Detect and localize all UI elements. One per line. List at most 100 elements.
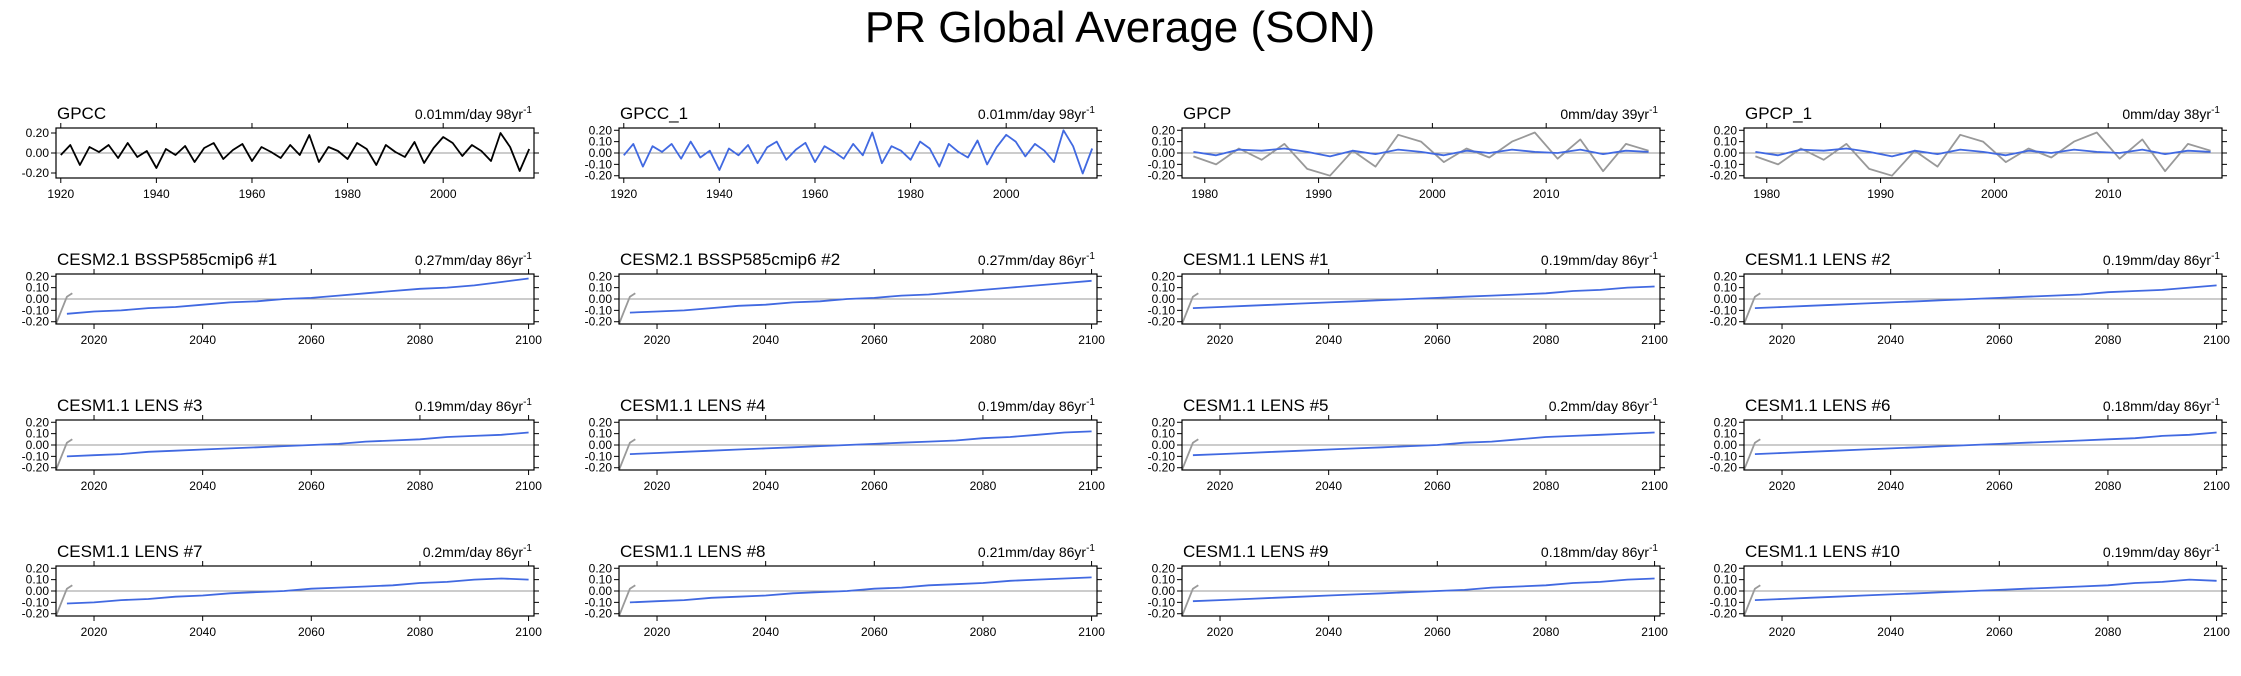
x-tick-label: 2100 (2203, 625, 2230, 639)
panel-trend: 0.19mm/day 86yr-1 (415, 397, 533, 414)
y-tick-label: 0.00 (1714, 584, 1738, 598)
y-tick-label: 0.00 (1152, 292, 1176, 306)
panel-title: GPCP_1 (1745, 104, 1812, 123)
y-tick-label: 0.10 (1152, 281, 1176, 295)
x-tick-label: 2060 (861, 479, 888, 493)
y-tick-label: 0.00 (1152, 438, 1176, 452)
series-line-gpcp (1193, 131, 1649, 177)
y-tick-label: 0.10 (1714, 427, 1738, 441)
y-tick-label: -0.10 (1148, 157, 1176, 171)
panel-title: CESM1.1 LENS #10 (1745, 542, 1900, 561)
y-tick-label: -0.10 (1710, 595, 1738, 609)
panel-lens_6: CESM1.1 LENS #6 0.18mm/day 86yr-1 -0.20-0.… (1710, 396, 2231, 493)
series-line-obs (55, 438, 73, 471)
series-line-model (1754, 284, 2217, 309)
panel-lens_2: CESM1.1 LENS #2 0.19mm/day 86yr-1 -0.20-0.… (1710, 250, 2231, 347)
x-tick-label: 2100 (515, 625, 542, 639)
x-tick-label: 2020 (1207, 479, 1234, 493)
y-tick-label: -0.20 (22, 166, 50, 180)
series-line-model (1754, 431, 2217, 455)
x-tick-label: 2060 (298, 333, 325, 347)
panel-lens_3: CESM1.1 LENS #3 0.19mm/day 86yr-1 -0.20-0.… (22, 396, 543, 493)
x-tick-label: 2020 (81, 333, 108, 347)
y-tick-label: 0.00 (589, 146, 613, 160)
series-line-ensemble (1755, 147, 2211, 158)
panel-lens_8: CESM1.1 LENS #8 0.21mm/day 86yr-1 -0.20-0.… (585, 542, 1106, 639)
y-tick-label: -0.10 (1148, 595, 1176, 609)
y-tick-label: -0.20 (1710, 607, 1738, 621)
panel-trend: 0.21mm/day 86yr-1 (978, 543, 1096, 560)
y-tick-label: -0.10 (1710, 303, 1738, 317)
series-line-gpcc (60, 132, 531, 172)
x-tick-label: 1960 (802, 187, 829, 201)
y-tick-label: 0.00 (589, 292, 613, 306)
y-tick-label: 0.10 (1714, 281, 1738, 295)
y-tick-label: 0.20 (26, 415, 50, 429)
x-tick-label: 2010 (2095, 187, 2122, 201)
y-tick-label: -0.20 (1148, 169, 1176, 183)
x-tick-label: 2010 (1533, 187, 1560, 201)
series-line-obs (1743, 292, 1761, 325)
panel-title: CESM1.1 LENS #5 (1183, 396, 1329, 415)
x-tick-label: 2020 (1769, 625, 1796, 639)
x-tick-label: 2100 (515, 333, 542, 347)
x-tick-label: 2000 (1981, 187, 2008, 201)
y-tick-label: 0.00 (26, 584, 50, 598)
y-tick-label: 0.00 (589, 584, 613, 598)
y-tick-label: 0.00 (26, 292, 50, 306)
panel-trend: 0mm/day 39yr-1 (1560, 105, 1658, 122)
y-tick-label: 0.00 (26, 438, 50, 452)
x-tick-label: 1960 (239, 187, 266, 201)
x-tick-label: 1940 (143, 187, 170, 201)
x-tick-label: 2020 (644, 333, 671, 347)
panel-gpcp: GPCP 0mm/day 39yr-1 -0.20-0.100.000.100.20… (1148, 104, 1665, 201)
y-tick-label: -0.10 (22, 595, 50, 609)
figure-title: PR Global Average (SON) (865, 3, 1375, 52)
x-tick-label: 2020 (644, 625, 671, 639)
y-tick-label: -0.20 (585, 315, 613, 329)
x-tick-label: 1980 (1191, 187, 1218, 201)
series-line-ensemble (1193, 147, 1649, 158)
y-tick-label: 0.00 (26, 146, 50, 160)
x-tick-label: 1920 (610, 187, 637, 201)
series-line-model (1192, 431, 1655, 457)
x-tick-label: 2060 (861, 625, 888, 639)
panel-lens_1: CESM1.1 LENS #1 0.19mm/day 86yr-1 -0.20-0.… (1148, 250, 1669, 347)
panel-trend: 0.01mm/day 98yr-1 (415, 105, 533, 122)
x-tick-label: 2080 (1533, 479, 1560, 493)
series-line-model (66, 577, 529, 605)
y-tick-label: -0.20 (585, 607, 613, 621)
y-tick-label: -0.10 (585, 157, 613, 171)
x-tick-label: 1990 (1305, 187, 1332, 201)
panel-trend: 0.19mm/day 86yr-1 (1541, 251, 1659, 268)
panel-title: CESM1.1 LENS #3 (57, 396, 203, 415)
series-line-model (1754, 578, 2217, 601)
x-tick-label: 1990 (1867, 187, 1894, 201)
panel-trend: 0.27mm/day 86yr-1 (415, 251, 533, 268)
panel-title: GPCC_1 (620, 104, 688, 123)
x-tick-label: 2100 (2203, 333, 2230, 347)
x-tick-label: 2080 (407, 625, 434, 639)
series-line-obs (55, 292, 73, 325)
y-tick-label: 0.20 (26, 269, 50, 283)
y-tick-label: 0.10 (26, 281, 50, 295)
panel-trend: 0.19mm/day 86yr-1 (2103, 251, 2221, 268)
series-line-gpcp-1 (1755, 131, 2211, 177)
y-tick-label: 0.10 (589, 281, 613, 295)
y-tick-label: -0.20 (22, 607, 50, 621)
x-tick-label: 2100 (1641, 479, 1668, 493)
panel-trend: 0.18mm/day 86yr-1 (2103, 397, 2221, 414)
x-tick-label: 2060 (298, 479, 325, 493)
y-tick-label: 0.00 (1714, 146, 1738, 160)
panel-lens_5: CESM1.1 LENS #5 0.2mm/day 86yr-1 -0.20-0.1… (1148, 396, 1669, 493)
x-tick-label: 2060 (1986, 333, 2013, 347)
series-line-obs (618, 292, 636, 325)
y-tick-label: 0.10 (589, 135, 613, 149)
y-tick-label: -0.10 (585, 303, 613, 317)
y-tick-label: -0.10 (1710, 449, 1738, 463)
x-tick-label: 2060 (1424, 625, 1451, 639)
panel-trend: 0.19mm/day 86yr-1 (2103, 543, 2221, 560)
y-tick-label: 0.20 (1152, 415, 1176, 429)
x-tick-label: 2060 (1986, 479, 2013, 493)
